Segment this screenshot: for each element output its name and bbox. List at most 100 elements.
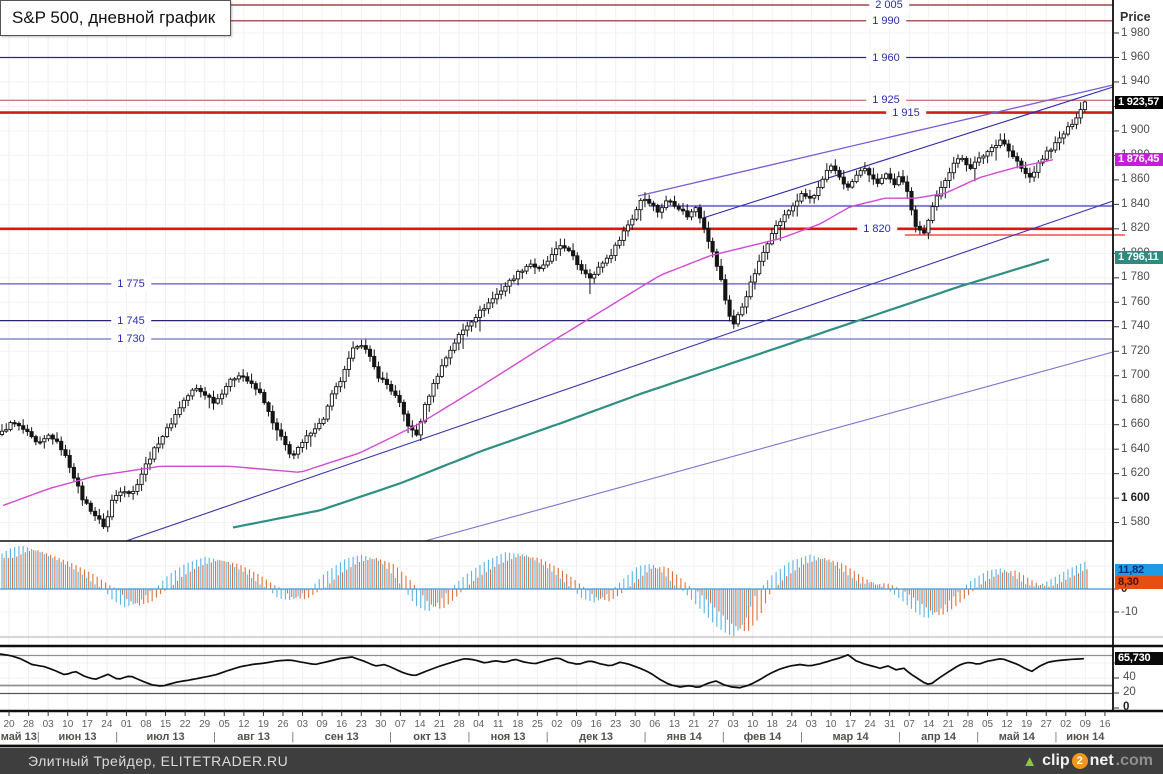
date-day-label: 12 — [1001, 719, 1013, 730]
candle — [964, 157, 969, 166]
candle — [685, 210, 690, 218]
date-day-label: 28 — [453, 719, 465, 730]
candle — [727, 299, 732, 317]
candle — [211, 396, 216, 404]
clip2net-link[interactable]: ▲ clip 2 net .com — [1022, 752, 1153, 770]
candle — [42, 438, 47, 443]
candle — [537, 266, 542, 269]
candle — [29, 431, 34, 438]
date-day-label: 03 — [805, 719, 817, 730]
date-day-label: 08 — [140, 719, 152, 730]
candle — [1036, 162, 1041, 173]
candle — [152, 447, 157, 460]
candle — [778, 221, 783, 226]
brand-com: .com — [1115, 752, 1153, 769]
candle — [148, 458, 153, 465]
date-day-label: 05 — [981, 719, 994, 730]
candle — [321, 418, 326, 424]
candle — [989, 147, 994, 153]
month-separator: | — [897, 731, 901, 743]
candle — [1074, 117, 1079, 125]
candle — [198, 387, 203, 393]
date-day-label: 07 — [394, 719, 406, 730]
candle — [871, 174, 876, 180]
candle — [803, 193, 808, 197]
candle — [12, 422, 17, 425]
month-separator: | — [545, 731, 549, 743]
date-day-label: 16 — [590, 719, 602, 730]
candle — [596, 266, 601, 275]
candle — [697, 207, 703, 219]
candle — [169, 423, 174, 429]
candle — [638, 199, 643, 211]
level-label-1925: 1 925 — [866, 93, 906, 108]
date-day-label: 09 — [1079, 719, 1091, 730]
footer-bar: Элитный Трейдер, ELITETRADER.RU ▲ clip 2 ne… — [0, 748, 1163, 774]
date-day-label: 12 — [238, 719, 250, 730]
candle — [955, 158, 961, 164]
candle — [888, 173, 893, 180]
candle — [795, 200, 800, 207]
candle — [592, 273, 597, 279]
candle — [748, 281, 753, 298]
candle — [740, 306, 745, 316]
candle — [926, 219, 931, 234]
month-separator: | — [643, 731, 647, 743]
candle — [689, 211, 694, 218]
candle — [782, 214, 787, 223]
candle — [668, 200, 673, 203]
candle — [118, 491, 123, 496]
candle — [1044, 150, 1049, 160]
price-tick-1940: 1 940 — [1121, 75, 1150, 88]
date-day-label: 19 — [1021, 719, 1033, 730]
month-label-10: мар 14 — [832, 731, 869, 743]
candle — [655, 204, 660, 213]
candle — [160, 436, 165, 445]
candle — [845, 183, 851, 188]
candle — [939, 187, 944, 197]
footer-credit: Элитный Трейдер, ELITETRADER.RU — [28, 753, 289, 769]
candle — [16, 423, 21, 427]
candle — [625, 224, 631, 232]
date-day-label: 10 — [747, 719, 759, 730]
date-day-label: 10 — [825, 719, 837, 730]
candle — [241, 375, 246, 378]
chart-plot-area — [0, 0, 1163, 748]
candle — [528, 263, 533, 267]
candle — [427, 395, 432, 405]
candle — [469, 321, 474, 327]
candle — [80, 485, 85, 501]
candle — [807, 195, 812, 199]
level-label-1745: 1 745 — [111, 313, 151, 328]
candle — [1023, 167, 1028, 174]
candle — [84, 499, 89, 504]
date-day-label: 09 — [316, 719, 328, 730]
candle — [884, 173, 889, 179]
candle — [587, 273, 593, 279]
candle — [50, 434, 55, 440]
date-day-label: 03 — [727, 719, 739, 730]
candle — [139, 473, 144, 486]
candle — [947, 172, 952, 181]
candle — [1070, 123, 1075, 128]
candle — [841, 176, 846, 185]
candle — [744, 296, 749, 308]
month-separator: | — [467, 731, 471, 743]
chart-title: S&P 500, дневной график — [12, 8, 216, 27]
month-label-9: фев 14 — [743, 731, 782, 743]
date-day-label: 28 — [23, 719, 35, 730]
month-label-11: апр 14 — [921, 731, 956, 743]
candle — [452, 342, 457, 351]
macd-tick--10: -10 — [1121, 605, 1138, 618]
month-separator: | — [721, 731, 725, 743]
price-tick-1760: 1 760 — [1121, 295, 1150, 308]
trendline-lower-channel — [424, 351, 1114, 542]
date-day-label: 24 — [864, 719, 876, 730]
candle — [541, 264, 546, 269]
date-day-label: 23 — [355, 719, 367, 730]
month-separator: | — [1054, 731, 1058, 743]
candle — [418, 421, 423, 436]
candle — [735, 314, 741, 325]
candle — [1078, 109, 1083, 119]
last-price-box: 1 923,57 — [1115, 96, 1163, 109]
